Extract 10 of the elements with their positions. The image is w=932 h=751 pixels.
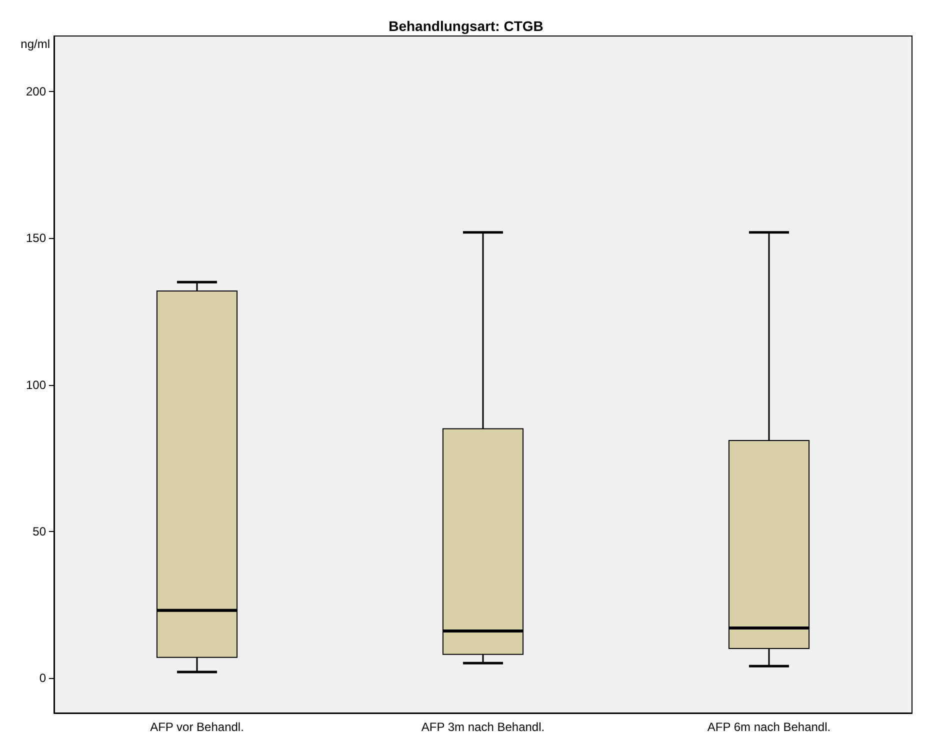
y-tick-label: 100 bbox=[26, 378, 46, 392]
x-tick-label: AFP 6m nach Behandl. bbox=[707, 720, 831, 734]
y-axis-title: ng/ml bbox=[20, 37, 50, 51]
chart-title: Behandlungsart: CTGB bbox=[388, 18, 544, 34]
y-tick-label: 50 bbox=[32, 524, 46, 538]
y-tick-label: 200 bbox=[26, 84, 46, 99]
x-tick-label: AFP 3m nach Behandl. bbox=[421, 720, 545, 734]
x-tick-label: AFP vor Behandl. bbox=[150, 720, 244, 734]
y-tick-label: 150 bbox=[26, 231, 46, 246]
y-tick-label: 0 bbox=[39, 670, 46, 685]
